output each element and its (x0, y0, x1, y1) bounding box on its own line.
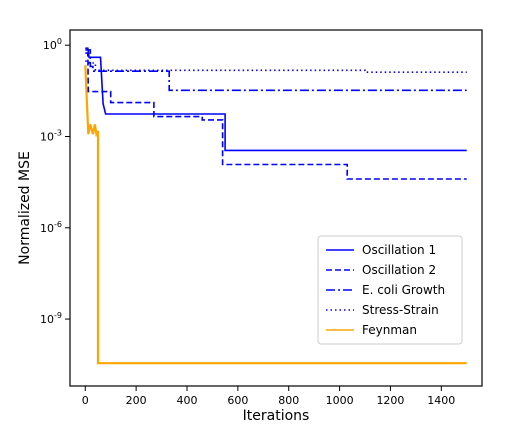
y-tick-label: 100 (43, 37, 62, 52)
x-tick-label: 400 (176, 394, 197, 407)
x-axis-label: Iterations (243, 408, 310, 424)
x-axis: 0 200 400 600 800 1000 1200 1400 (82, 386, 455, 407)
y-axis-label: Normalized MSE (17, 151, 33, 265)
y-tick-label: 10-3 (40, 128, 62, 143)
x-tick-label: 1000 (326, 394, 354, 407)
series-line-5 (84, 65, 467, 365)
legend-label: Stress-Strain (362, 303, 439, 317)
series-line-4 (85, 60, 467, 73)
x-tick-label: 1200 (376, 394, 404, 407)
y-tick-label: 10-6 (40, 220, 62, 235)
legend: Oscillation 1 Oscillation 2 E. coli Growth… (317, 235, 463, 345)
legend-label: E. coli Growth (362, 283, 445, 297)
legend-label: Oscillation 2 (362, 263, 436, 277)
x-tick-label: 0 (82, 394, 89, 407)
legend-label: Oscillation 1 (362, 243, 436, 257)
y-axis: 100 10-3 10-6 10-9 (40, 37, 70, 326)
series-line-1 (85, 47, 467, 152)
series-line-3 (85, 49, 467, 92)
x-tick-label: 200 (126, 394, 147, 407)
series-layer (84, 47, 467, 365)
x-tick-label: 600 (227, 394, 248, 407)
x-tick-label: 1400 (427, 394, 455, 407)
plot-frame (69, 29, 483, 387)
legend-box (317, 235, 463, 345)
legend-label: Feynman (362, 323, 417, 337)
x-tick-label: 800 (278, 394, 299, 407)
y-tick-label: 10-9 (40, 311, 62, 326)
series-line-2 (85, 52, 467, 180)
